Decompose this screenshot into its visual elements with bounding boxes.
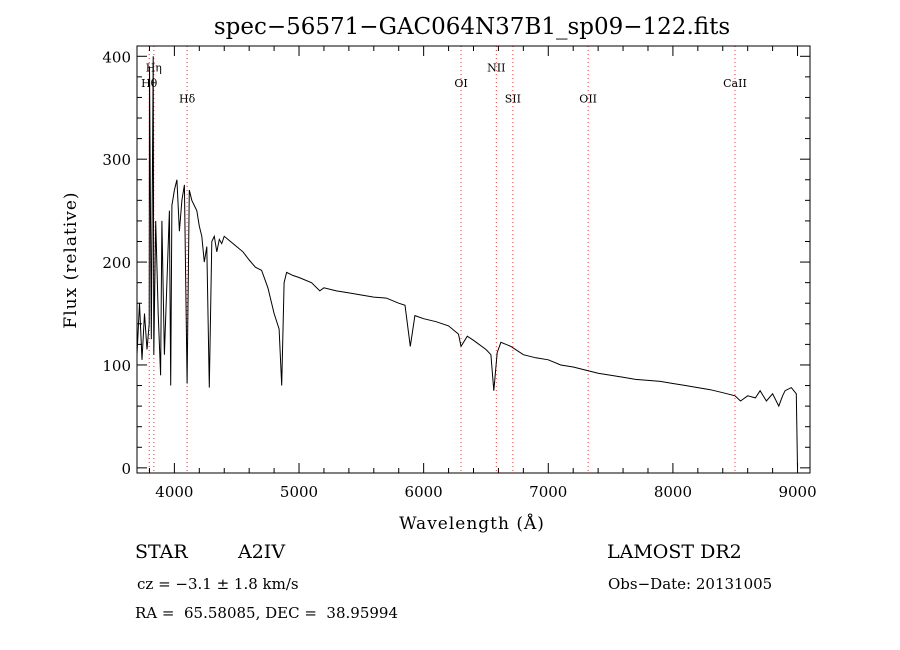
x-tick-label: 6000 (405, 483, 443, 501)
y-tick-label: 0 (121, 460, 131, 478)
obs-date: Obs−Date: 20131005 (608, 575, 773, 593)
x-axis-label: Wavelength (Å) (399, 513, 545, 534)
x-tick-label: 4000 (155, 483, 193, 501)
marker-label: NII (487, 62, 505, 75)
x-tick-label: 9000 (778, 483, 816, 501)
redshift-value: cz = −3.1 ± 1.8 km/s (137, 575, 299, 593)
y-tick-label: 200 (102, 254, 131, 272)
y-tick-label: 100 (102, 357, 131, 375)
y-axis-label: Flux (relative) (61, 191, 81, 328)
marker-label: SII (505, 93, 521, 106)
coordinates: RA = 65.58085, DEC = 38.95994 (135, 604, 399, 622)
x-tick-label: 8000 (654, 483, 692, 501)
marker-label: OI (454, 77, 467, 90)
object-type: STAR (135, 541, 188, 563)
x-tick-label: 5000 (280, 483, 318, 501)
x-tick-label: 7000 (529, 483, 567, 501)
subclass: A2IV (238, 541, 286, 563)
survey-name: LAMOST DR2 (607, 541, 742, 563)
marker-label: CaII (723, 77, 747, 90)
y-tick-label: 300 (102, 151, 131, 169)
marker-label: Hη (146, 62, 162, 75)
spectrum-chart: spec−56571−GAC064N37B1_sp09−122.fits Hη H… (61, 14, 817, 534)
marker-label: Hδ (179, 93, 196, 106)
y-axis-ticks: 0 100 200 300 400 (102, 48, 810, 478)
y-tick-label: 400 (102, 48, 131, 66)
x-axis-ticks: 4000 5000 6000 7000 8000 9000 (148, 46, 817, 501)
spectrum-line (136, 56, 798, 468)
plot-frame (136, 45, 811, 474)
chart-title: spec−56571−GAC064N37B1_sp09−122.fits (214, 14, 730, 40)
marker-label: OII (579, 93, 597, 106)
